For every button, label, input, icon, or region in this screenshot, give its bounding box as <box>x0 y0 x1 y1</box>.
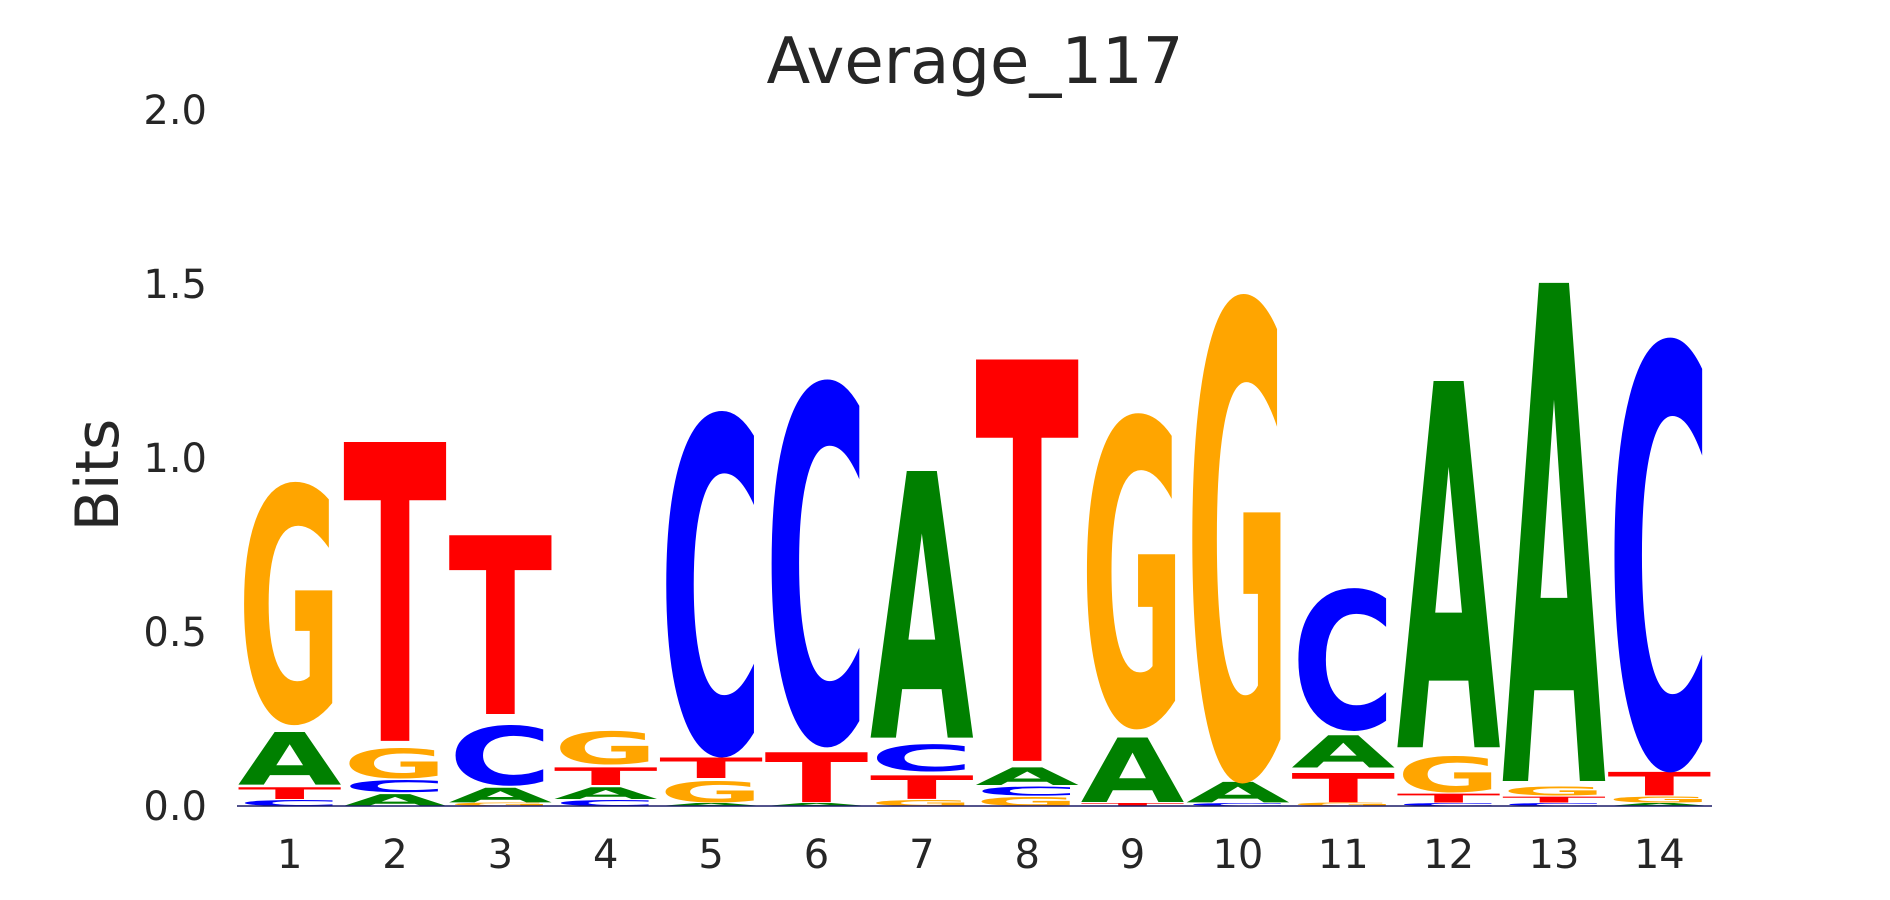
x-tick-label: 10 <box>1212 832 1263 878</box>
x-tick-label: 1 <box>277 832 302 878</box>
logo-letter-t: T <box>238 784 342 803</box>
x-axis-ticks: 1 2 3 4 5 6 7 8 9 10 11 12 13 14 <box>277 832 1685 878</box>
logo-letter-g: G <box>870 799 974 808</box>
logo-letter-c: C <box>659 325 763 859</box>
logo-letter-t: T <box>1081 802 1185 807</box>
x-tick-label: 12 <box>1423 832 1474 878</box>
logo-letter-c: C <box>554 798 658 807</box>
logo-letter-c: C <box>1186 802 1290 807</box>
logo-letter-t: T <box>1397 791 1501 805</box>
logo-letter-g: G <box>343 741 447 788</box>
y-tick-label: 0.5 <box>143 610 207 656</box>
logo-letter-a: A <box>1502 148 1607 900</box>
logo-letter-a: A <box>449 784 553 807</box>
logo-letter-c: C <box>765 291 869 856</box>
x-tick-label: 5 <box>698 832 723 878</box>
logo-letter-g: G <box>659 776 763 809</box>
logo-letter-t: T <box>765 739 869 818</box>
logo-letter-a: A <box>1607 802 1711 807</box>
logo-letter-c: C <box>1502 802 1606 807</box>
logo-letter-g: G <box>1081 335 1185 822</box>
chart-title: Average_117 <box>767 25 1184 99</box>
y-tick-label: 1.5 <box>143 262 207 308</box>
x-tick-label: 6 <box>804 832 829 878</box>
logo-letter-a: A <box>343 791 447 810</box>
logo-letter-c: C <box>870 738 974 780</box>
y-tick-label: 1.0 <box>143 436 207 482</box>
logo-letter-t: T <box>659 752 763 785</box>
logo-letter-a: A <box>554 784 658 803</box>
y-axis-label: Bits <box>63 419 133 532</box>
logo-letter-t: T <box>1291 765 1395 812</box>
logo-letter-t: T <box>975 251 1080 892</box>
y-tick-label: 2.0 <box>143 88 207 134</box>
logo-letter-g: G <box>1291 802 1395 807</box>
logo-letter-g: G <box>238 422 342 797</box>
y-tick-label: 0.0 <box>143 784 207 830</box>
logo-letter-c: C <box>449 711 553 805</box>
logo-letter-t: T <box>449 488 553 773</box>
logo-letter-a: A <box>765 802 869 807</box>
logo-letter-g: G <box>554 723 658 774</box>
logo-letter-t: T <box>870 769 974 806</box>
logo-letter-c: C <box>975 784 1079 798</box>
logo-letter-g: G <box>1397 747 1501 803</box>
logo-letter-a: A <box>238 718 342 802</box>
x-tick-label: 2 <box>382 832 407 878</box>
logo-letter-a: A <box>1397 281 1502 866</box>
logo-letter-t: T <box>1607 766 1711 803</box>
logo-letter-a: A <box>975 763 1079 791</box>
logo-letter-g: G <box>1186 173 1290 900</box>
logo-letter-t: T <box>343 360 448 837</box>
logo-letter-t: T <box>1502 795 1606 804</box>
logo-letter-a: A <box>659 802 763 807</box>
x-tick-label: 8 <box>1014 832 1039 878</box>
x-tick-label: 9 <box>1120 832 1145 878</box>
logo-letter-g: G <box>1607 795 1711 804</box>
x-tick-label: 11 <box>1318 832 1369 878</box>
logo-letter-a: A <box>870 398 975 824</box>
x-tick-label: 3 <box>488 832 513 878</box>
logo-letter-t: T <box>554 763 658 791</box>
logo-letter-c: C <box>238 798 342 807</box>
logo-letter-c: C <box>1607 231 1711 900</box>
y-axis-ticks: 0.0 0.5 1.0 1.5 2.0 <box>143 88 207 830</box>
x-tick-label: 14 <box>1634 832 1685 878</box>
logo-letter-c: C <box>343 777 447 796</box>
x-tick-label: 7 <box>909 832 934 878</box>
logo-letter-a: A <box>1186 776 1290 809</box>
logo-letter-g: G <box>1502 784 1606 798</box>
logo-letter-c: C <box>1291 554 1395 774</box>
logo-letter-g: G <box>449 802 553 807</box>
x-tick-label: 4 <box>593 832 618 878</box>
x-tick-label: 13 <box>1529 832 1580 878</box>
logo-letter-a: A <box>1291 726 1395 778</box>
logo-letter-c: C <box>1397 802 1501 807</box>
